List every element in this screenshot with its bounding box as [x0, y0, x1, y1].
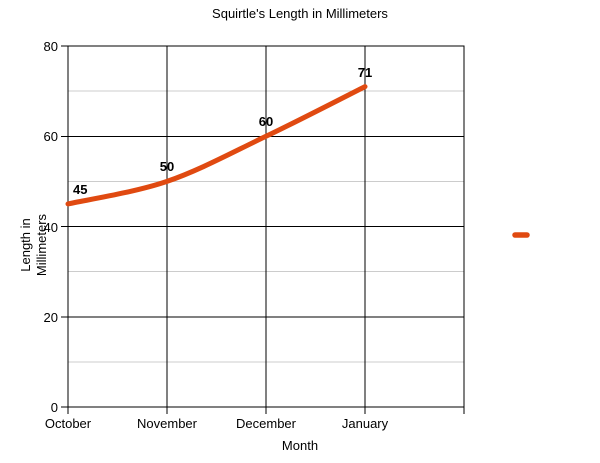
data-label: 50 — [159, 159, 175, 175]
x-tick-label: October — [44, 416, 92, 431]
y-tick-label: 20 — [43, 309, 58, 325]
x-axis-title: Month — [281, 438, 319, 453]
data-label: 60 — [258, 114, 274, 130]
y-tick-label: 60 — [43, 129, 58, 145]
data-label: 71 — [357, 64, 373, 80]
y-tick-label: 40 — [43, 219, 58, 235]
y-tick-label: 0 — [50, 400, 58, 415]
y-tick-label: 80 — [43, 39, 58, 54]
x-tick-label: December — [236, 416, 296, 431]
x-tick-label: November — [137, 416, 197, 431]
data-label: 45 — [73, 181, 88, 197]
chart-title: Squirtle's Length in Millimeters — [212, 6, 388, 21]
y-axis-title: Length in Millimeters — [18, 213, 49, 277]
x-tick-label: January — [341, 416, 389, 431]
series-line — [65, 84, 368, 207]
